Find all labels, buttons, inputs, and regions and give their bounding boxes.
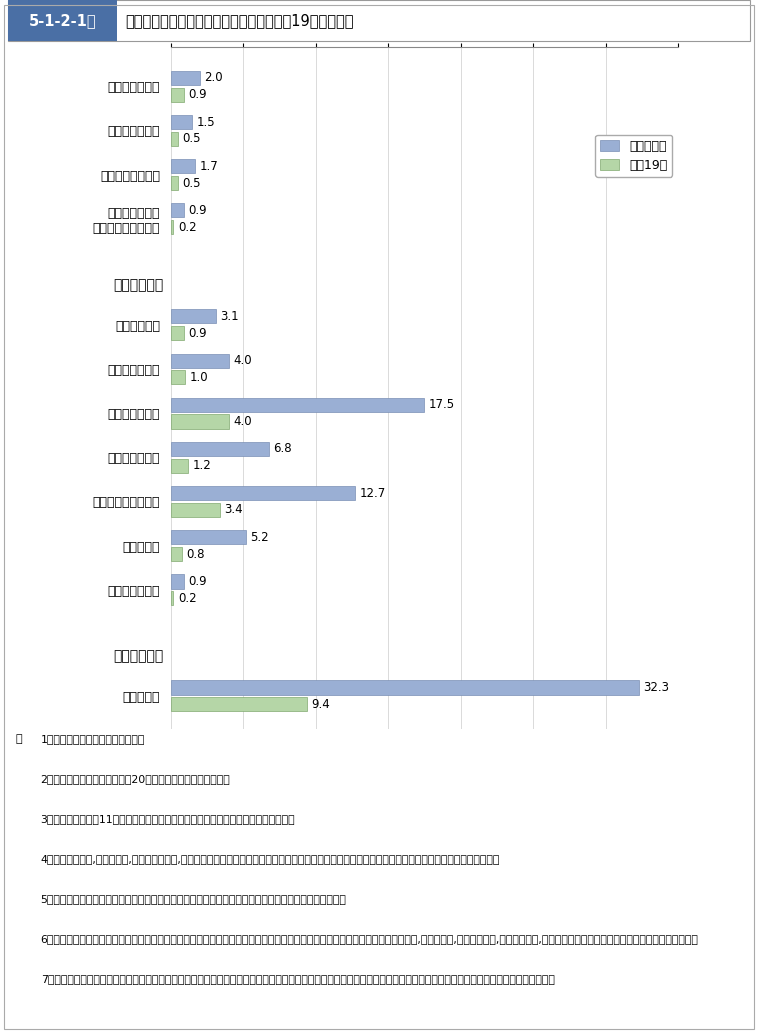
Text: 0.2: 0.2 <box>178 220 196 234</box>
Bar <box>171 131 178 146</box>
Bar <box>171 370 185 385</box>
Text: 個人犯罪被害: 個人犯罪被害 <box>113 278 163 292</box>
Text: 3　「全犯罪」は，11種類の態様のうち，いずれかの被害に遭った者の比率である。: 3 「全犯罪」は，11種類の態様のうち，いずれかの被害に遭った者の比率である。 <box>41 814 296 824</box>
Text: 0.9: 0.9 <box>188 204 207 217</box>
Bar <box>171 398 424 412</box>
Text: 0.8: 0.8 <box>186 548 205 560</box>
Text: 4.0: 4.0 <box>233 415 252 428</box>
Text: 1.2: 1.2 <box>193 459 211 473</box>
Bar <box>171 697 307 711</box>
Bar <box>171 70 199 85</box>
Text: 0.9: 0.9 <box>188 575 207 588</box>
Text: 6　「個人に対する窃盗」とは，世帯犯罪被害に含まれる車両関連の窃盗との対比で用いる概念であり，具体的には「自動車盗」,「車上盗」,「バイク盗」,「自転車盗」,「: 6 「個人に対する窃盗」とは，世帯犯罪被害に含まれる車両関連の窃盗との対比で用い… <box>41 934 699 944</box>
Text: 4.0: 4.0 <box>233 354 252 367</box>
Text: 1.0: 1.0 <box>190 371 208 384</box>
Text: 9.4: 9.4 <box>312 698 330 710</box>
Text: 世帯犯罪被害: 世帯犯罪被害 <box>113 649 163 663</box>
Text: 0.5: 0.5 <box>182 177 201 189</box>
Text: 0.5: 0.5 <box>182 132 201 146</box>
Bar <box>171 220 174 235</box>
Text: 第３回調査　被害態様別過去５年間・平成19年の被害率: 第３回調査 被害態様別過去５年間・平成19年の被害率 <box>125 13 353 28</box>
Bar <box>171 547 182 561</box>
Text: 1.5: 1.5 <box>196 116 215 128</box>
Bar <box>171 503 220 517</box>
Text: 6.8: 6.8 <box>274 443 292 455</box>
Text: 5.2: 5.2 <box>250 530 269 544</box>
Text: 0.9: 0.9 <box>188 327 207 340</box>
Bar <box>171 204 183 217</box>
Text: 12.7: 12.7 <box>359 487 385 499</box>
Bar <box>171 415 229 429</box>
Text: 5　「強盗」とは，日本の場合，法律上，強盗，強盗未遂，恐喝及びひったくりに該当する行為を含む。: 5 「強盗」とは，日本の場合，法律上，強盗，強盗未遂，恐喝及びひったくりに該当す… <box>41 894 346 904</box>
Bar <box>171 459 188 473</box>
Bar <box>171 442 269 456</box>
Text: 0.2: 0.2 <box>178 591 196 605</box>
Bar <box>171 591 174 605</box>
Bar <box>171 309 215 324</box>
Bar <box>171 326 183 340</box>
Text: 3.4: 3.4 <box>224 504 243 516</box>
Legend: 過去５年間, 平成19年: 過去５年間, 平成19年 <box>595 134 672 177</box>
Bar <box>171 159 196 174</box>
Bar <box>171 354 229 368</box>
Text: 32.3: 32.3 <box>644 681 669 694</box>
Text: 3.1: 3.1 <box>220 310 239 323</box>
Text: (%): (%) <box>658 27 678 40</box>
Text: 7　「性的事件」とは，強姦（未遂を含む），強制わいせつ，不快な行為（痴漢，セクハラなど）を指し，日本の法律上必ずしも処罰の対象とはならない行為も一部含まれる。: 7 「性的事件」とは，強姦（未遂を含む），強制わいせつ，不快な行為（痴漢，セクハ… <box>41 974 555 984</box>
Text: 5-1-2-1図: 5-1-2-1図 <box>29 13 96 28</box>
Text: 17.5: 17.5 <box>429 398 455 412</box>
Text: 4　「自動車盗」,「車上盗」,「自動車損壊」,「バイク盗」及び「自転車盗」は，それぞれ，自家用車，バイク及び自転車の保有世帯に対する比率である。: 4 「自動車盗」,「車上盗」,「自動車損壊」,「バイク盗」及び「自転車盗」は，そ… <box>41 854 500 864</box>
Bar <box>171 680 639 695</box>
Bar <box>171 574 183 588</box>
Text: 2.0: 2.0 <box>204 71 223 85</box>
Text: 2　「過去５年間」とは，平成20年１月以前の５年間をいう。: 2 「過去５年間」とは，平成20年１月以前の５年間をいう。 <box>41 774 230 784</box>
Bar <box>171 176 178 190</box>
Bar <box>171 486 355 500</box>
Text: 注: 注 <box>15 734 22 744</box>
Text: 1.7: 1.7 <box>199 159 218 173</box>
Bar <box>171 115 193 129</box>
Text: 0.9: 0.9 <box>188 88 207 101</box>
Bar <box>171 88 183 101</box>
Bar <box>171 530 246 544</box>
Text: 1　法務総合研究所の調査による。: 1 法務総合研究所の調査による。 <box>41 734 145 744</box>
